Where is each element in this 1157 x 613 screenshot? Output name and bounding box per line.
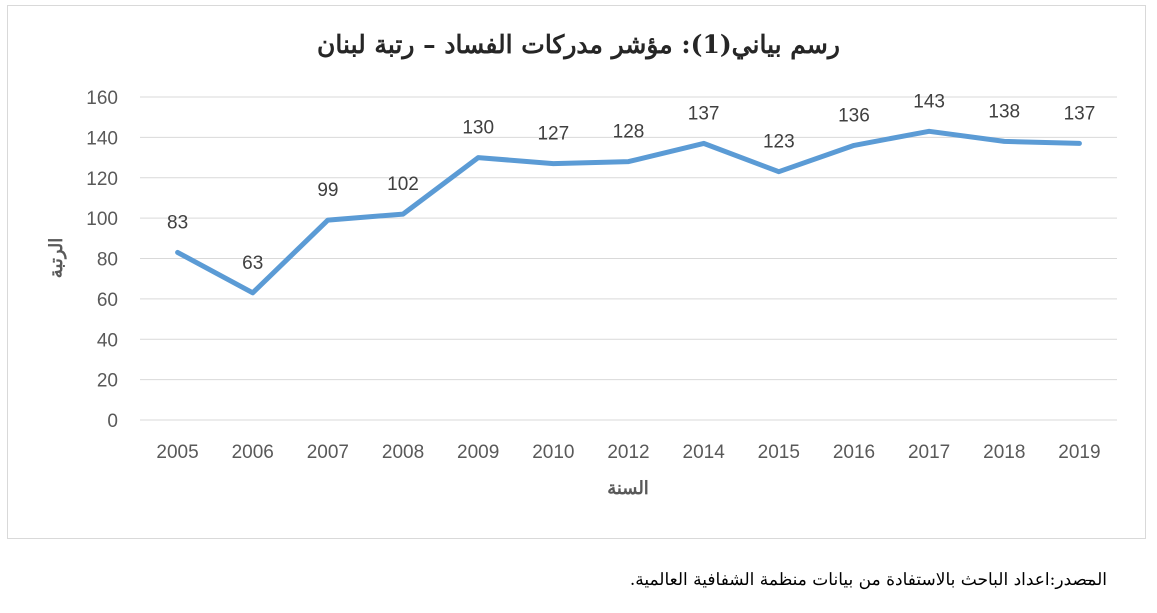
y-tick-label: 60 [97, 290, 118, 311]
data-label: 130 [462, 118, 494, 139]
source-note: المصدر:اعداد الباحث بالاستفادة من بيانات… [630, 570, 1107, 590]
data-label: 83 [167, 212, 188, 233]
data-label: 127 [537, 124, 569, 145]
x-tick-label: 2019 [1058, 442, 1100, 463]
series-line [175, 128, 1082, 296]
x-tick-label: 2016 [833, 442, 875, 463]
source-text: المصدر:اعداد الباحث بالاستفادة من بيانات… [629, 570, 1107, 590]
chart-frame [7, 5, 1146, 539]
data-label: 138 [988, 101, 1020, 122]
data-label: 136 [838, 105, 870, 126]
x-tick-label: 2017 [908, 442, 950, 463]
y-tick-label: 80 [97, 250, 118, 271]
x-tick-label: 2014 [683, 442, 726, 463]
x-tick-label: 2009 [457, 442, 499, 463]
y-tick-label: 40 [97, 330, 118, 351]
chart-title: رسم بياني(1): مؤشر مدركات الفساد – رتبة … [317, 30, 840, 59]
x-tick-labels: 2005 2006 2007 2008 2009 2010 2012 2014 2015 2016… [156, 442, 1100, 463]
y-tick-label: 100 [86, 209, 118, 230]
data-label: 137 [1064, 103, 1096, 124]
y-axis-label: الرتبة [46, 238, 67, 279]
data-label: 102 [387, 174, 419, 195]
x-tick-label: 2006 [232, 442, 274, 463]
x-tick-label: 2005 [156, 442, 198, 463]
x-tick-label: 2018 [983, 442, 1025, 463]
y-tick-label: 20 [97, 371, 118, 392]
data-label: 123 [763, 132, 795, 153]
x-axis-label: السنة [607, 478, 649, 499]
x-tick-label: 2010 [532, 442, 574, 463]
footer-dash: – [1085, 570, 1094, 590]
y-tick-label: 0 [107, 411, 118, 432]
data-labels: 83 63 99 102 130 127 128 137 123 136 143 138 137 [167, 91, 1095, 274]
x-tick-label: 2008 [382, 442, 424, 463]
data-label: 128 [613, 122, 645, 143]
y-tick-label: 120 [86, 169, 118, 190]
x-tick-label: 2012 [607, 442, 649, 463]
data-label: 137 [688, 103, 720, 124]
data-label: 143 [913, 91, 945, 112]
gridlines [140, 96, 1117, 421]
y-tick-label: 160 [86, 88, 118, 109]
y-tick-label: 140 [86, 128, 118, 149]
y-tick-labels: 0 20 40 60 80 100 120 140 160 [86, 88, 118, 432]
x-tick-label: 2007 [307, 442, 349, 463]
data-label: 99 [317, 180, 338, 201]
x-tick-label: 2015 [758, 442, 800, 463]
data-label: 63 [242, 253, 263, 274]
